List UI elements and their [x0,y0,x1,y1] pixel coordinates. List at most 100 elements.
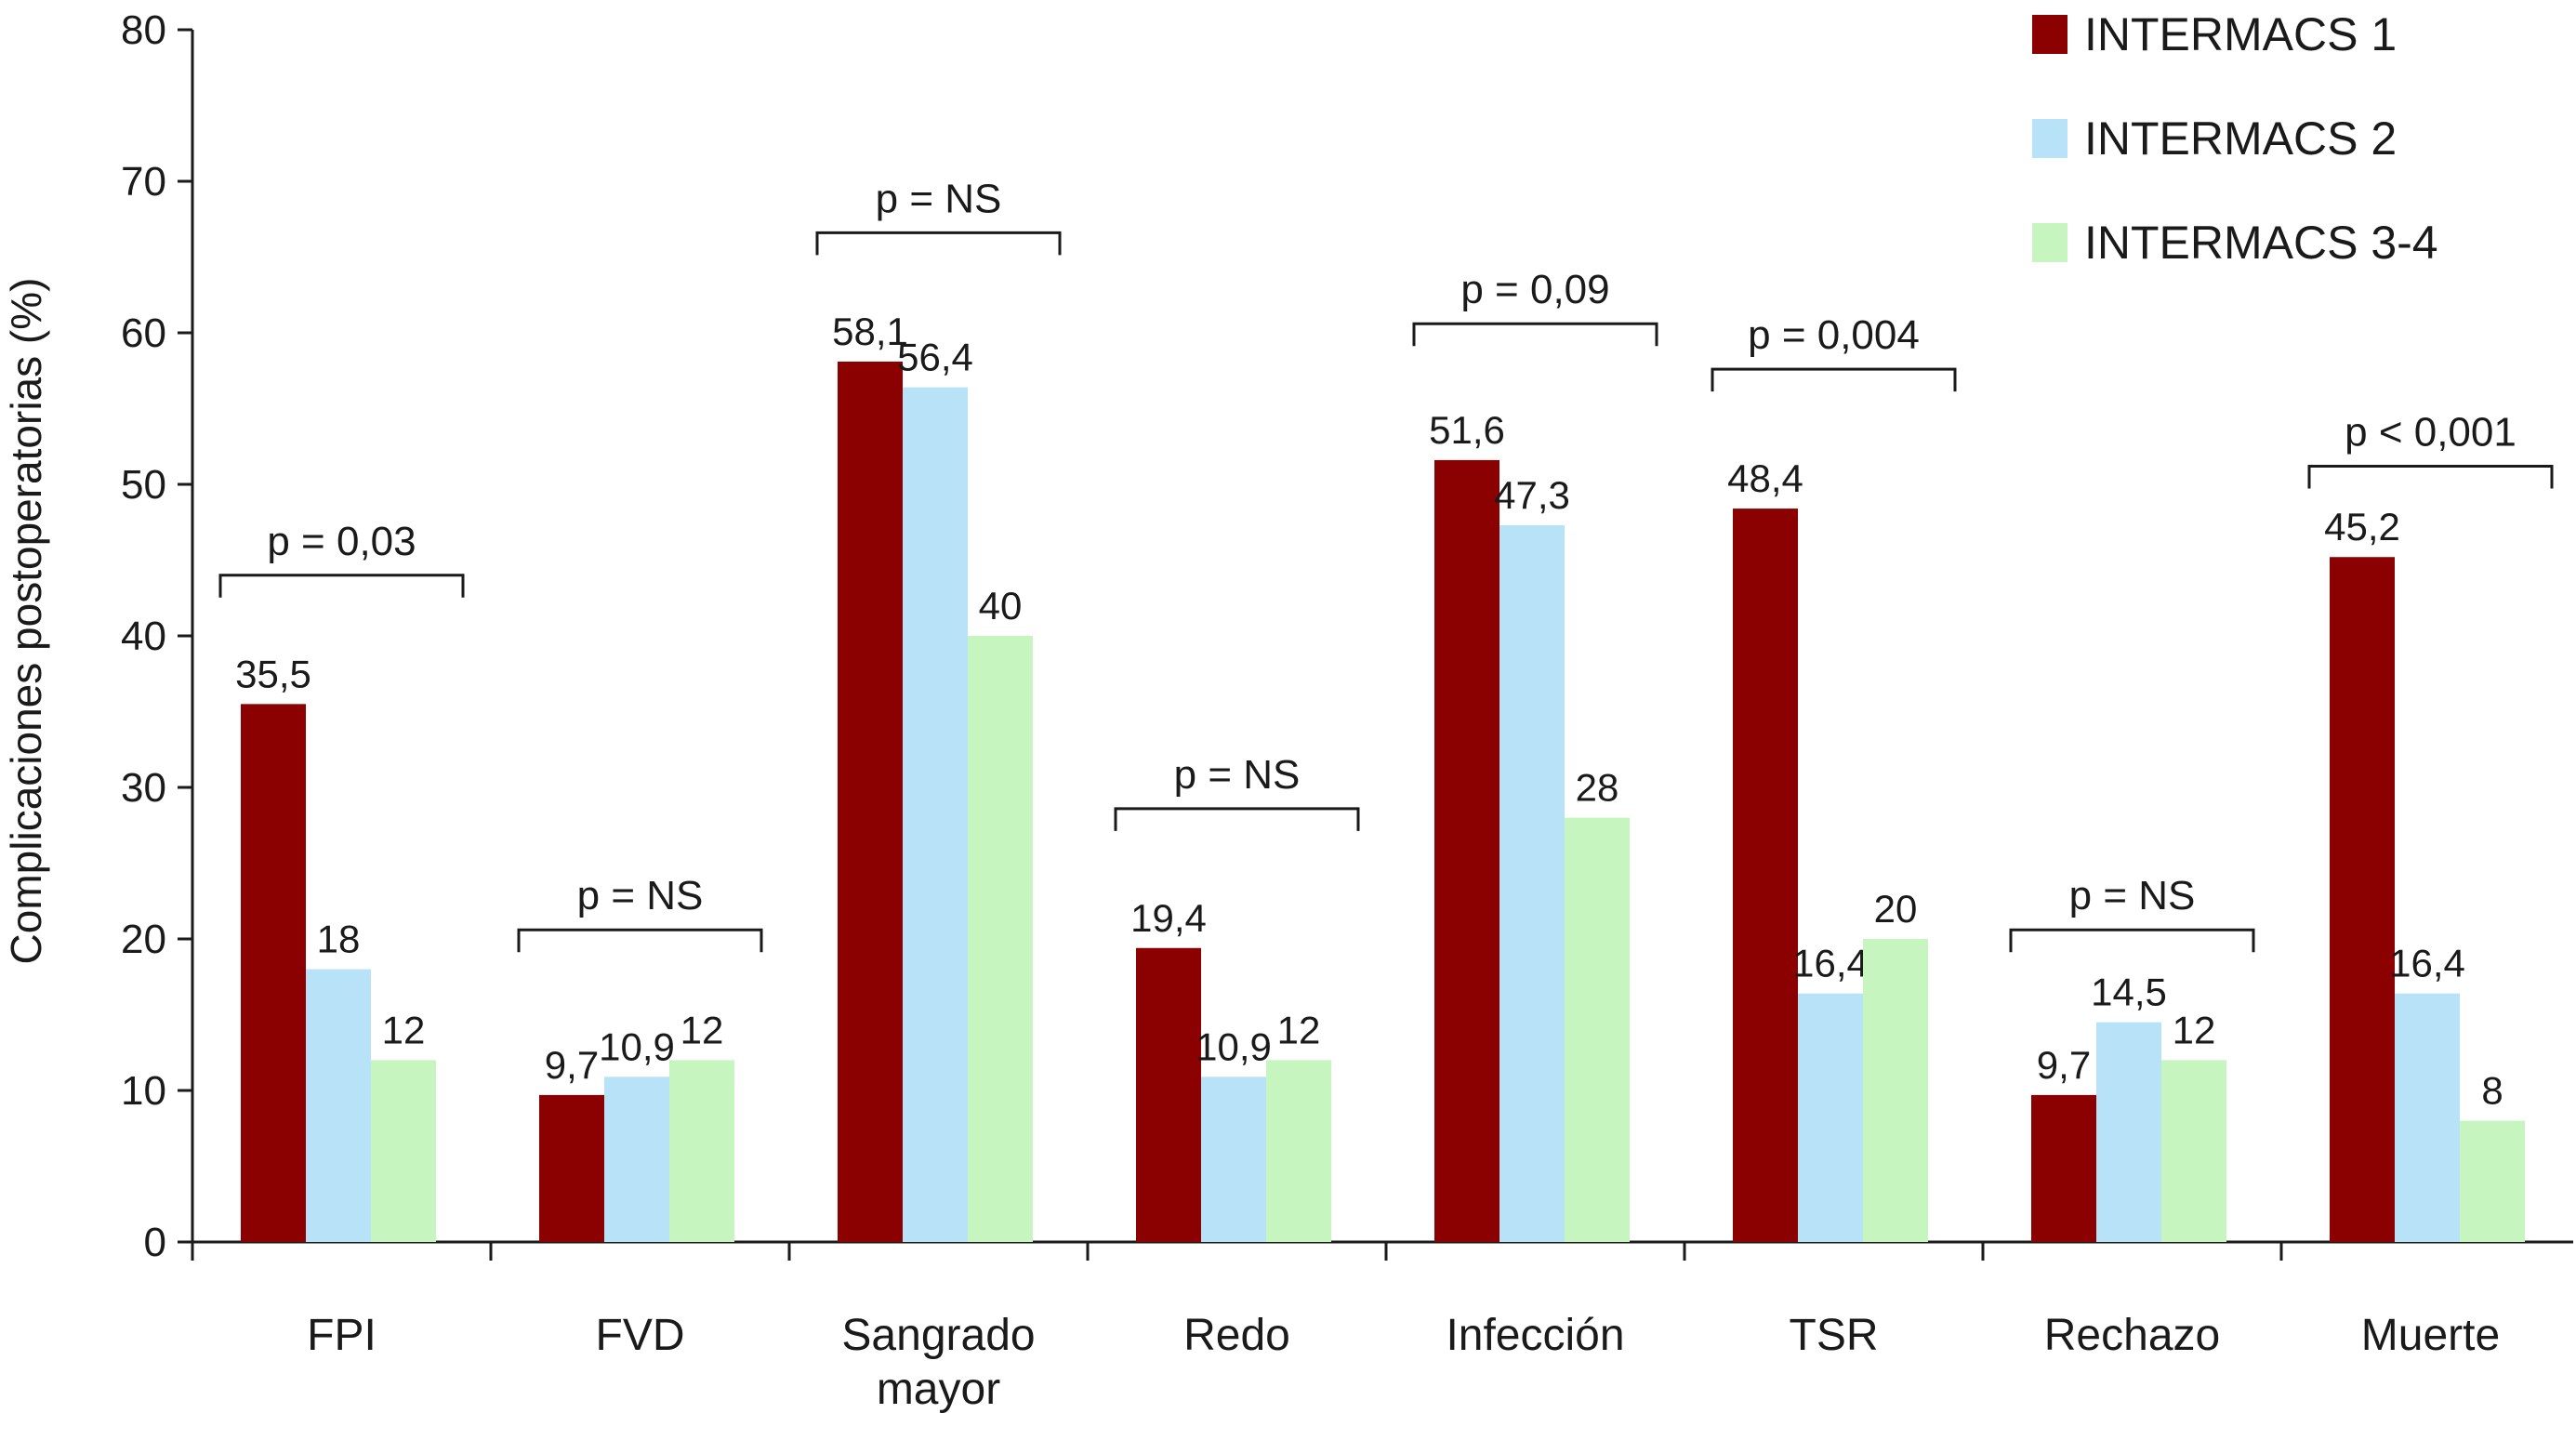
data-label: 58,1 [832,310,908,353]
legend-swatch [2032,223,2067,262]
data-label: 20 [1874,887,1918,931]
x-category-label-line: Sangrado [841,1311,1035,1360]
significance-bracket [1711,367,1957,392]
x-category-label-line: TSR [1790,1311,1879,1360]
significance-bracket [218,574,465,598]
data-label: 9,7 [2037,1043,2091,1087]
p-value-label: p = NS [876,176,1002,221]
x-category-label: Rechazo [2044,1311,2220,1360]
x-category-label-line: Muerte [2361,1311,2500,1360]
bar [306,969,371,1242]
data-label: 56,4 [897,336,973,379]
p-value-label: p = 0,03 [267,519,416,564]
x-category-label: FVD [596,1311,685,1360]
plot-area: 0 10 20 30 40 50 60 70 80 FPI FVD Sangrado mayor Redo… [121,7,2573,1414]
data-label: 14,5 [2091,971,2167,1014]
bar [1434,459,1499,1242]
bar [1499,525,1565,1242]
x-category-label: TSR [1790,1311,1879,1360]
bar [539,1094,604,1242]
data-label: 19,4 [1130,896,1207,940]
bar [371,1060,436,1242]
data-label: 12 [1277,1008,1321,1051]
p-value-label: p = 0,09 [1460,267,1609,312]
significance-bracket [815,231,1062,256]
legend: INTERMACS 1 INTERMACS 2 INTERMACS 3-4 [2032,8,2438,269]
y-tick-label: 70 [121,159,166,205]
data-label: 8 [2481,1069,2503,1113]
y-tick-label: 10 [121,1068,166,1114]
significance-bracket [2009,928,2255,953]
p-value-label: p = NS [1174,752,1301,798]
data-label: 10,9 [1196,1024,1272,1068]
legend-label: INTERMACS 3-4 [2084,217,2438,269]
legend-swatch [2032,15,2067,54]
p-value-label: p = NS [577,873,704,918]
p-value-label: p = 0,004 [1748,312,1920,358]
p-value-label: p = NS [2069,873,2196,918]
bar [2395,993,2460,1242]
x-category-label-line: Redo [1183,1311,1290,1360]
x-category-label-line: Infección [1446,1311,1624,1360]
x-category-label: Muerte [2361,1311,2500,1360]
x-category-label-line: Rechazo [2044,1311,2220,1360]
y-tick-label: 20 [121,917,166,962]
y-tick-label: 0 [144,1220,166,1265]
bar [604,1077,669,1242]
bar [1733,509,1798,1242]
significance-bracket [1412,322,1658,347]
y-tick-label: 40 [121,614,166,659]
significance-bracket [517,928,763,953]
data-label: 18 [317,918,361,961]
bar [669,1060,734,1242]
bar [241,704,306,1242]
x-category-label: Infección [1446,1311,1624,1360]
x-category-label-line: FVD [596,1311,685,1360]
data-label: 48,4 [1727,456,1803,500]
p-value-label: p < 0,001 [2345,409,2517,455]
y-tick-label: 60 [121,310,166,356]
data-label: 16,4 [1792,942,1869,985]
y-axis-label: Complicaciones postoperatorias (%) [2,278,50,965]
data-label: 12 [382,1008,426,1051]
y-tick-label: 50 [121,462,166,508]
significance-bracket [2307,464,2554,489]
bar [1798,993,1863,1242]
bar [1201,1077,1266,1242]
legend-label: INTERMACS 1 [2084,8,2397,60]
data-label: 35,5 [235,652,311,695]
data-label: 12 [680,1008,724,1051]
bar [903,387,968,1242]
data-label: 51,6 [1429,408,1505,452]
legend-label: INTERMACS 2 [2084,112,2397,165]
data-label: 47,3 [1494,473,1570,517]
bar [1136,947,1201,1242]
bar [2031,1094,2096,1242]
x-category-label: Sangrado mayor [841,1311,1035,1414]
x-category-label: Redo [1183,1311,1290,1360]
data-label: 45,2 [2324,505,2400,548]
x-category-label-line: mayor [877,1365,1000,1414]
bar [2096,1022,2161,1242]
data-label: 16,4 [2389,942,2465,985]
bar [1266,1060,1331,1242]
bar [1863,939,1928,1242]
bar [838,361,903,1243]
data-label: 10,9 [599,1024,675,1068]
y-tick-label: 80 [121,7,166,53]
bar [1565,817,1630,1242]
data-label: 12 [2173,1008,2216,1051]
legend-swatch [2032,119,2067,158]
y-tick-label: 30 [121,765,166,811]
x-category-label: FPI [307,1311,376,1360]
data-label: 9,7 [545,1043,599,1087]
data-label: 40 [979,584,1023,628]
x-category-label-line: FPI [307,1311,376,1360]
bar [968,636,1033,1242]
bar [2330,557,2395,1242]
bar [2460,1120,2525,1242]
significance-bracket [1114,807,1360,831]
data-label: 28 [1576,766,1619,810]
bar [2161,1060,2226,1242]
